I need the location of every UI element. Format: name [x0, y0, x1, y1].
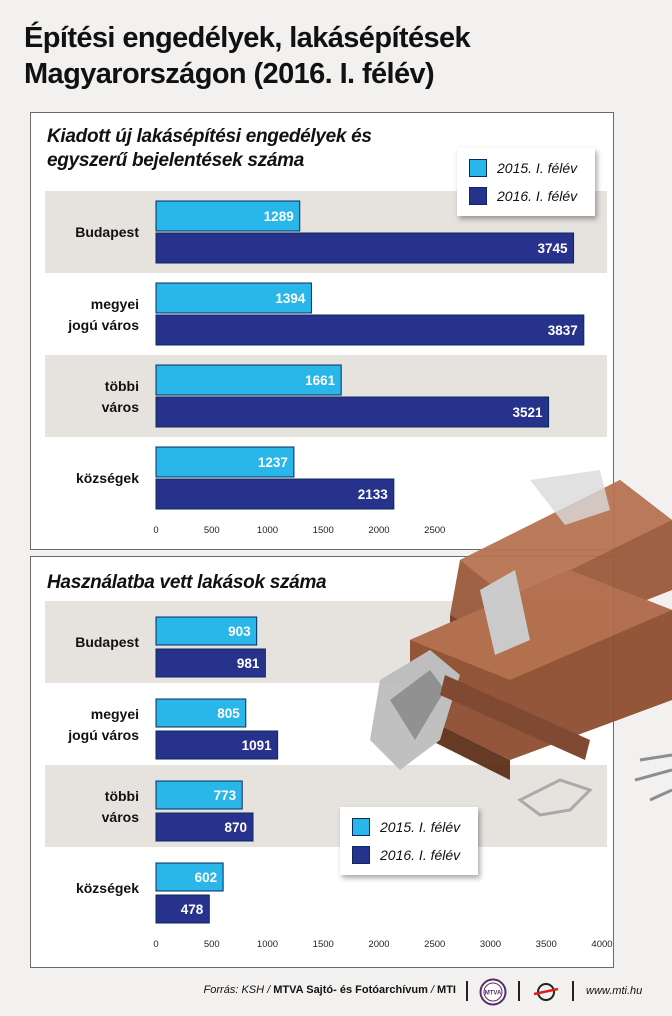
category-label: megyei: [91, 296, 139, 312]
bar-2015: [155, 446, 295, 478]
mtva-logo: MTVA: [479, 978, 507, 1006]
bar-2015: [155, 200, 301, 232]
footer-separator-3: [572, 981, 574, 1001]
title-line-2: Magyarországon (2016. I. félév): [24, 58, 435, 90]
bar-value-label: 1289: [264, 209, 294, 224]
x-tick-label: 2500: [424, 525, 445, 536]
bar-value-label: 805: [217, 706, 240, 721]
x-tick-label: 2500: [424, 939, 445, 950]
source-credit: Forrás: KSH / MTVA Sajtó- és Fotóarchívu…: [204, 984, 456, 996]
permits-legend: 2015. I. félév 2016. I. félév: [457, 148, 595, 216]
bar-2016: [155, 730, 279, 760]
permits-title-line-2: egyszerű bejelentések száma: [47, 150, 304, 171]
bar-2015: [155, 780, 243, 810]
bar-2016: [155, 232, 575, 264]
legend-label-2015-b: 2015. I. félév: [380, 819, 461, 835]
bar-value-label: 3521: [513, 405, 544, 420]
x-tick-label: 1000: [257, 525, 278, 536]
category-label: községek: [76, 880, 139, 896]
completed-chart-title: Használatba vett lakások száma: [47, 571, 327, 595]
bar-2015: [155, 862, 224, 892]
bar-2016: [155, 314, 585, 346]
mti-logo: [533, 983, 559, 1001]
footer-separator-2: [518, 981, 520, 1001]
legend-label-2016-b: 2016. I. félév: [380, 847, 461, 863]
x-tick-label: 4000: [591, 939, 612, 950]
mtva-logo-text: MTVA: [485, 991, 502, 997]
x-tick-label: 1500: [313, 939, 334, 950]
source-mti: MTI: [437, 984, 456, 996]
bar-value-label: 478: [181, 902, 204, 917]
bar-2015: [155, 698, 247, 728]
completed-legend: 2015. I. félév 2016. I. félév: [340, 807, 478, 875]
bar-value-label: 981: [237, 656, 260, 671]
bar-value-label: 3745: [538, 241, 569, 256]
bricks-hammer-illustration: [370, 470, 672, 817]
category-label: jogú város: [67, 727, 139, 743]
category-label: községek: [76, 470, 139, 486]
title-line-1: Építési engedélyek, lakásépítések: [24, 22, 471, 54]
x-tick-label: 3000: [480, 939, 501, 950]
footer: Forrás: KSH / MTVA Sajtó- és Fotóarchívu…: [0, 978, 672, 1008]
x-tick-label: 0: [153, 939, 158, 950]
bar-value-label: 1237: [258, 455, 288, 470]
completed-title-line-1: Használatba vett lakások száma: [47, 572, 327, 593]
bar-2016: [155, 894, 210, 924]
category-label: többi: [105, 788, 139, 804]
bar-value-label: 1394: [275, 291, 306, 306]
legend-swatch-2015: [469, 159, 487, 177]
x-tick-label: 2000: [368, 939, 389, 950]
source-sep: /: [427, 984, 438, 996]
bar-value-label: 2133: [358, 487, 389, 502]
bar-2015: [155, 616, 258, 646]
source-prefix: Forrás: KSH /: [203, 984, 274, 996]
bar-2016: [155, 648, 266, 678]
category-label: megyei: [91, 706, 139, 722]
category-label: jogú város: [67, 317, 139, 333]
bar-value-label: 3837: [548, 323, 578, 338]
x-tick-label: 3500: [536, 939, 557, 950]
bar-2015: [155, 282, 312, 314]
infographic-title: Építési engedélyek, lakásépítések Magyar…: [24, 20, 644, 92]
website-link[interactable]: www.mti.hu: [586, 985, 643, 997]
legend-label-2016: 2016. I. félév: [497, 188, 578, 204]
permits-chart-title: Kiadott új lakásépítési engedélyek és eg…: [47, 125, 372, 173]
category-label: város: [102, 399, 140, 415]
source-org: MTVA Sajtó- és Fotóarchívum: [273, 984, 428, 996]
footer-separator-1: [466, 981, 468, 1001]
category-label: Budapest: [75, 224, 139, 240]
legend-swatch-2015-b: [352, 818, 370, 836]
bar-value-label: 870: [224, 820, 247, 835]
bar-2016: [155, 812, 254, 842]
x-tick-label: 2000: [368, 525, 389, 536]
x-tick-label: 1500: [313, 525, 334, 536]
bar-value-label: 1091: [242, 738, 273, 753]
category-band: [45, 765, 607, 847]
legend-swatch-2016: [469, 187, 487, 205]
bar-2016: [155, 478, 395, 510]
category-label: többi: [105, 378, 139, 394]
category-label: város: [102, 809, 140, 825]
x-tick-label: 1000: [257, 939, 278, 950]
permits-title-line-1: Kiadott új lakásépítési engedélyek és: [47, 126, 372, 147]
bar-value-label: 773: [214, 788, 237, 803]
bar-value-label: 903: [228, 624, 251, 639]
bar-value-label: 602: [195, 870, 218, 885]
x-tick-label: 500: [204, 525, 220, 536]
x-tick-label: 0: [153, 525, 158, 536]
bar-2015: [155, 364, 342, 396]
bar-2016: [155, 396, 550, 428]
legend-swatch-2016-b: [352, 846, 370, 864]
bar-value-label: 1661: [305, 373, 336, 388]
x-tick-label: 500: [204, 939, 220, 950]
legend-label-2015: 2015. I. félév: [497, 160, 578, 176]
category-label: Budapest: [75, 634, 139, 650]
permits-chart-panel: Kiadott új lakásépítési engedélyek és eg…: [30, 112, 614, 550]
